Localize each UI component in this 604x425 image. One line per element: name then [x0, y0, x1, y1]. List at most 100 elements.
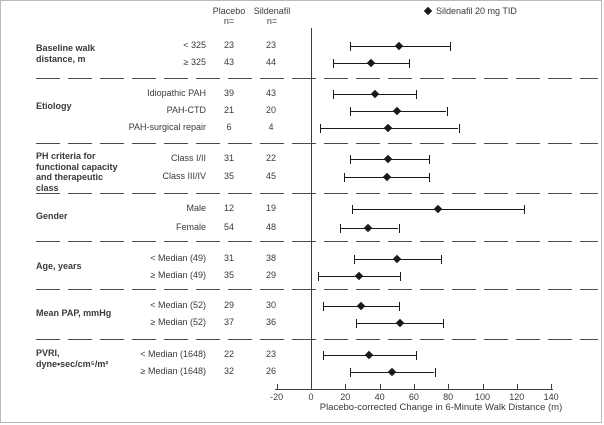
- x-axis-tick-label: 80: [443, 392, 454, 402]
- legend: Sildenafil 20 mg TID: [423, 6, 517, 16]
- placebo-n-value: 31: [223, 253, 234, 263]
- ci-lower-cap: [343, 173, 345, 182]
- placebo-n-value: 39: [223, 88, 234, 98]
- ci-lower-cap: [340, 224, 342, 233]
- group-separator-line: [36, 193, 598, 194]
- point-estimate-diamond: [392, 106, 402, 116]
- point-estimate-diamond: [387, 367, 396, 377]
- x-axis-tick-label: 120: [509, 392, 525, 402]
- row-label: ≥ Median (52): [150, 317, 206, 327]
- x-axis-tick-label: 100: [474, 392, 491, 402]
- x-axis-tick: [379, 384, 381, 389]
- x-axis-title: Placebo-corrected Change in 6-Minute Wal…: [319, 402, 563, 413]
- x-axis-tick: [482, 384, 484, 389]
- group-label: PVRI, dyne•sec/cm⁵/m²: [36, 348, 109, 369]
- placebo-column-header: Placebo n=: [207, 6, 251, 26]
- ci-lower-cap: [350, 42, 352, 51]
- placebo-n-value: 35: [223, 171, 234, 181]
- legend-label: Sildenafil 20 mg TID: [436, 6, 517, 16]
- sildenafil-column-title: Sildenafil: [253, 6, 291, 16]
- row-label: Class I/II: [170, 153, 206, 163]
- row-label: Female: [175, 222, 206, 232]
- sildenafil-n-value: 36: [265, 317, 276, 327]
- row-label: Class III/IV: [162, 171, 206, 181]
- ci-upper-cap: [429, 173, 431, 182]
- x-axis-tick-label: 140: [543, 392, 559, 402]
- ci-lower-cap: [323, 302, 324, 311]
- ci-upper-cap: [449, 42, 451, 51]
- ci-upper-cap: [458, 124, 460, 133]
- placebo-n-value: 23: [223, 40, 234, 50]
- x-axis-line: [275, 389, 553, 390]
- sildenafil-n-label: n=: [266, 16, 278, 26]
- row-label: ≥ 325: [183, 57, 206, 67]
- placebo-n-value: 32: [223, 366, 234, 376]
- sildenafil-column-header: Sildenafil n=: [247, 6, 297, 26]
- ci-upper-cap: [408, 59, 410, 68]
- sildenafil-n-value: 26: [265, 366, 276, 376]
- ci-lower-cap: [323, 351, 324, 360]
- ci-lower-cap: [350, 155, 352, 164]
- sildenafil-n-value: 19: [265, 203, 276, 213]
- placebo-n-label: n=: [223, 16, 235, 26]
- placebo-n-value: 31: [223, 153, 234, 163]
- x-axis-tick-label: 20: [340, 392, 351, 402]
- ci-upper-cap: [400, 272, 402, 281]
- placebo-n-value: 22: [223, 349, 234, 359]
- zero-reference-line: [311, 28, 312, 389]
- sildenafil-n-value: 45: [265, 171, 276, 181]
- group-label: Etiology: [36, 101, 72, 111]
- row-label: PAH-CTD: [166, 105, 206, 115]
- ci-upper-cap: [434, 368, 436, 377]
- point-estimate-diamond: [383, 154, 393, 164]
- ci-lower-cap: [350, 107, 352, 116]
- sildenafil-n-value: 38: [265, 253, 276, 263]
- sildenafil-n-value: 29: [265, 270, 276, 280]
- sildenafil-n-value: 4: [268, 122, 274, 132]
- group-label: Baseline walk distance, m: [36, 43, 96, 64]
- point-estimate-diamond: [392, 254, 402, 264]
- row-label: < 325: [183, 40, 206, 50]
- ci-lower-cap: [350, 368, 352, 377]
- x-axis-tick: [516, 384, 518, 389]
- x-axis-tick: [413, 384, 415, 389]
- x-axis-tick: [551, 384, 553, 389]
- point-estimate-diamond: [370, 89, 379, 99]
- ci-lower-cap: [317, 272, 319, 281]
- ci-upper-cap: [415, 351, 417, 360]
- row-label: < Median (52): [150, 300, 206, 310]
- sildenafil-n-value: 44: [265, 57, 276, 67]
- group-separator-line: [36, 143, 598, 144]
- group-separator-line: [36, 78, 598, 79]
- placebo-column-title: Placebo: [212, 6, 246, 16]
- group-label: Mean PAP, mmHg: [36, 308, 112, 318]
- point-estimate-diamond: [395, 318, 405, 328]
- sildenafil-n-value: 30: [265, 300, 276, 310]
- row-label: Idiopathic PAH: [147, 88, 206, 98]
- ci-lower-cap: [319, 124, 321, 133]
- placebo-n-value: 35: [223, 270, 234, 280]
- placebo-n-value: 54: [223, 222, 234, 232]
- point-estimate-diamond: [365, 350, 374, 360]
- point-estimate-diamond: [366, 58, 376, 68]
- placebo-n-value: 43: [223, 57, 234, 67]
- sildenafil-n-value: 48: [265, 222, 276, 232]
- group-separator-line: [36, 339, 598, 340]
- ci-lower-cap: [352, 205, 354, 214]
- placebo-n-value: 21: [223, 105, 234, 115]
- row-label: < Median (1648): [140, 349, 206, 359]
- ci-upper-cap: [441, 255, 443, 264]
- ci-upper-cap: [429, 155, 431, 164]
- row-label: PAH-surgical repair: [128, 122, 206, 132]
- point-estimate-diamond: [433, 204, 443, 214]
- x-axis-tick: [276, 384, 278, 389]
- ci-lower-cap: [353, 255, 355, 264]
- ci-lower-cap: [355, 319, 357, 328]
- row-label: < Median (49): [150, 253, 206, 263]
- ci-upper-cap: [415, 90, 417, 99]
- ci-upper-cap: [398, 302, 400, 311]
- group-separator-line: [36, 241, 598, 242]
- group-label: Gender: [36, 211, 68, 221]
- row-label: ≥ Median (1648): [140, 366, 206, 376]
- ci-upper-cap: [446, 107, 448, 116]
